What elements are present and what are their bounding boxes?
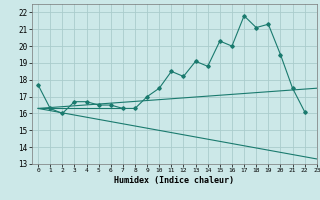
X-axis label: Humidex (Indice chaleur): Humidex (Indice chaleur) [115, 176, 234, 185]
